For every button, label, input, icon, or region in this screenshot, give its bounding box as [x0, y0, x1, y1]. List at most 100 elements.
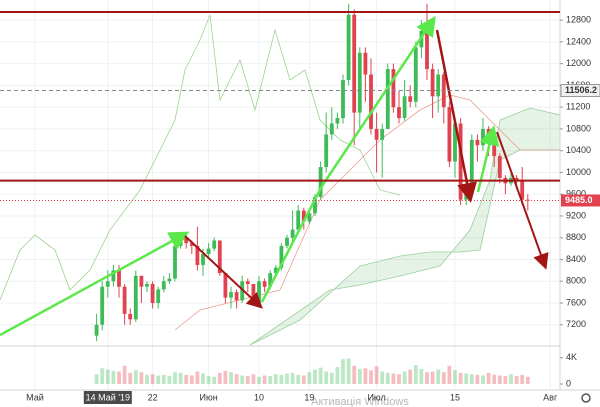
y-tick-label: 8400: [566, 254, 586, 264]
volume-bar: [212, 376, 217, 384]
y-tick-label: 9600: [566, 189, 586, 199]
y-tick-label: 10800: [566, 123, 591, 133]
candle-body: [525, 199, 530, 201]
candle-body: [240, 281, 245, 301]
candle-body: [117, 270, 121, 287]
volume-bar: [139, 372, 144, 384]
last-price-label: 9485.0: [565, 195, 593, 205]
candle-body: [514, 177, 519, 181]
volume-bar: [469, 374, 474, 384]
volume-bar: [419, 368, 424, 384]
candle-body: [111, 270, 116, 282]
candle-body: [139, 275, 144, 287]
x-tick-label: Июл: [367, 392, 385, 402]
candle-body: [374, 128, 379, 140]
volume-bar: [133, 370, 138, 384]
candle-body: [257, 281, 261, 304]
candle-body: [100, 286, 105, 325]
x-tick-label: 14 Май '19: [86, 392, 130, 402]
volume-bar: [481, 375, 485, 384]
volume-bar: [458, 372, 463, 384]
volume-bar: [301, 375, 306, 384]
volume-bar: [380, 371, 385, 384]
candle-body: [245, 281, 250, 284]
candle-body: [391, 69, 396, 108]
settings-icon[interactable]: [581, 393, 591, 403]
x-tick-label: 19: [304, 392, 314, 402]
candle-body: [167, 278, 172, 282]
volume-bar: [408, 369, 413, 384]
volume-bar: [492, 374, 497, 384]
volume-bar: [229, 372, 233, 384]
candle-body: [329, 123, 334, 135]
volume-bar: [497, 375, 502, 384]
watermark: Активація Windows: [311, 396, 409, 407]
volume-bar: [245, 376, 250, 384]
candle-body: [363, 52, 368, 75]
candle-body: [189, 243, 194, 246]
candle-body: [481, 128, 485, 146]
candle-body: [458, 123, 463, 200]
candle-body: [369, 74, 373, 129]
x-tick-label: 10: [254, 392, 264, 402]
candle-body: [425, 31, 429, 70]
price-label-box: [560, 84, 600, 98]
volume-bar: [436, 369, 441, 384]
candle-body: [520, 180, 525, 200]
candle-body: [173, 245, 177, 279]
candle-body: [318, 167, 323, 197]
candle-body: [122, 286, 127, 314]
volume-bar: [189, 375, 194, 384]
volume-bar: [402, 371, 407, 384]
candle-body: [195, 245, 200, 265]
candle-body: [430, 69, 435, 97]
x-tick-label: Май: [26, 392, 44, 402]
trend-arrow: [260, 15, 436, 303]
candle-body: [335, 118, 340, 124]
volume-bar: [397, 374, 401, 384]
candle-body: [453, 123, 457, 162]
volume-bar: [217, 372, 222, 384]
volume-bar: [268, 376, 273, 384]
candle-body: [397, 107, 401, 119]
candle-body: [201, 254, 205, 265]
price-label: 11506.2: [565, 85, 597, 95]
volume-pane: [94, 358, 530, 384]
volume-bar: [324, 371, 329, 384]
candle-body: [128, 313, 133, 320]
volume-bar: [296, 374, 301, 384]
y-tick-label: 10400: [566, 145, 591, 155]
volume-tick-label: 0: [566, 378, 571, 388]
candle-body: [268, 273, 273, 287]
candle-body: [469, 139, 474, 189]
candle-body: [380, 128, 385, 140]
volume-bar: [257, 376, 261, 384]
volume-bar: [525, 376, 530, 384]
volume-bar: [150, 374, 155, 384]
last-price-box: [561, 194, 600, 207]
y-tick-label: 12000: [566, 58, 591, 68]
volume-bar: [503, 376, 508, 384]
volume-bar: [363, 368, 368, 384]
volume-bar: [128, 372, 133, 384]
candle-body: [273, 267, 278, 274]
candle-body: [492, 139, 497, 157]
volume-bar: [475, 374, 480, 384]
volume-bar: [161, 374, 166, 384]
candle-body: [385, 69, 390, 129]
volume-bar: [313, 369, 317, 384]
volume-bar: [290, 372, 295, 384]
volume-bar: [122, 365, 127, 384]
candle-body: [290, 229, 295, 238]
volume-bar: [357, 368, 362, 384]
trend-arrow: [184, 235, 263, 309]
candle-body: [229, 292, 233, 298]
y-tick-label: 8000: [566, 276, 586, 286]
volume-bar: [335, 366, 340, 384]
volume-bar: [374, 366, 379, 384]
trend-arrow: [476, 125, 500, 193]
candle-body: [145, 283, 149, 287]
volume-bar: [240, 375, 245, 384]
candle-body: [262, 281, 267, 287]
